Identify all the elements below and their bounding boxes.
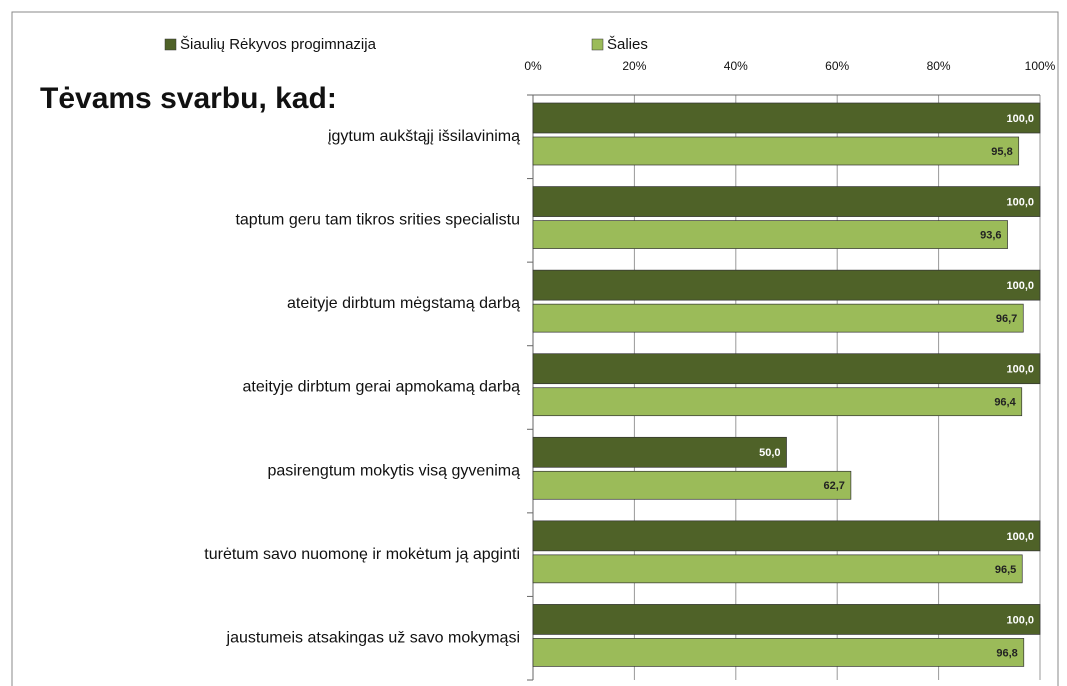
bar [532,303,1024,333]
legend-swatch [591,38,604,51]
legend-label: Šalies [607,36,648,53]
x-tick-label: 40% [724,59,748,73]
chart-frame [11,11,1059,686]
x-tick-label: 60% [825,59,849,73]
x-tick-label: 100% [1025,59,1056,73]
y-tick-label: įgytum aukštąjį išsilavinimą [328,128,520,145]
data-label: 100,0 [1006,364,1034,376]
y-tick-label: turėtum savo nuomonę ir mokėtum ją apgin… [204,546,520,563]
data-label: 96,5 [995,564,1016,576]
data-label: 93,6 [980,229,1001,241]
bar [532,387,1023,417]
y-tick-label: jaustumeis atsakingas už savo mokymąsi [226,629,520,646]
data-label: 100,0 [1006,280,1034,292]
bar [532,554,1023,584]
x-tick-label: 0% [524,59,542,73]
data-label: 96,4 [994,397,1016,409]
data-label: 100,0 [1006,196,1034,208]
y-tick-label: pasirengtum mokytis visą gyvenimą [267,462,520,479]
bar [532,136,1020,166]
bar [532,470,852,500]
data-label: 96,8 [996,647,1017,659]
bar [532,436,787,468]
chart-title: Tėvams svarbu, kad: [40,82,337,115]
data-label: 96,7 [996,313,1017,325]
legend-swatch [164,38,177,51]
bar [532,638,1025,667]
y-tick-label: ateityje dirbtum mėgstamą darbą [287,295,520,312]
data-label: 62,7 [823,480,844,492]
bar [532,520,1041,552]
y-tick-label: ateityje dirbtum gerai apmokamą darbą [243,379,521,396]
bar [532,102,1041,134]
data-label: 50,0 [759,447,780,459]
bar [532,220,1008,249]
data-label: 100,0 [1006,113,1034,125]
x-tick-label: 80% [927,59,951,73]
y-tick-label: taptum geru tam tikros srities specialis… [235,212,520,229]
x-tick-label: 20% [622,59,646,73]
bar [532,353,1041,385]
bar [532,269,1041,301]
bar [532,186,1041,217]
data-label: 100,0 [1006,614,1034,626]
bar [532,604,1041,635]
legend-label: Šiaulių Rėkyvos progimnazija [180,36,377,53]
data-label: 100,0 [1006,531,1034,543]
data-label: 95,8 [991,146,1012,158]
